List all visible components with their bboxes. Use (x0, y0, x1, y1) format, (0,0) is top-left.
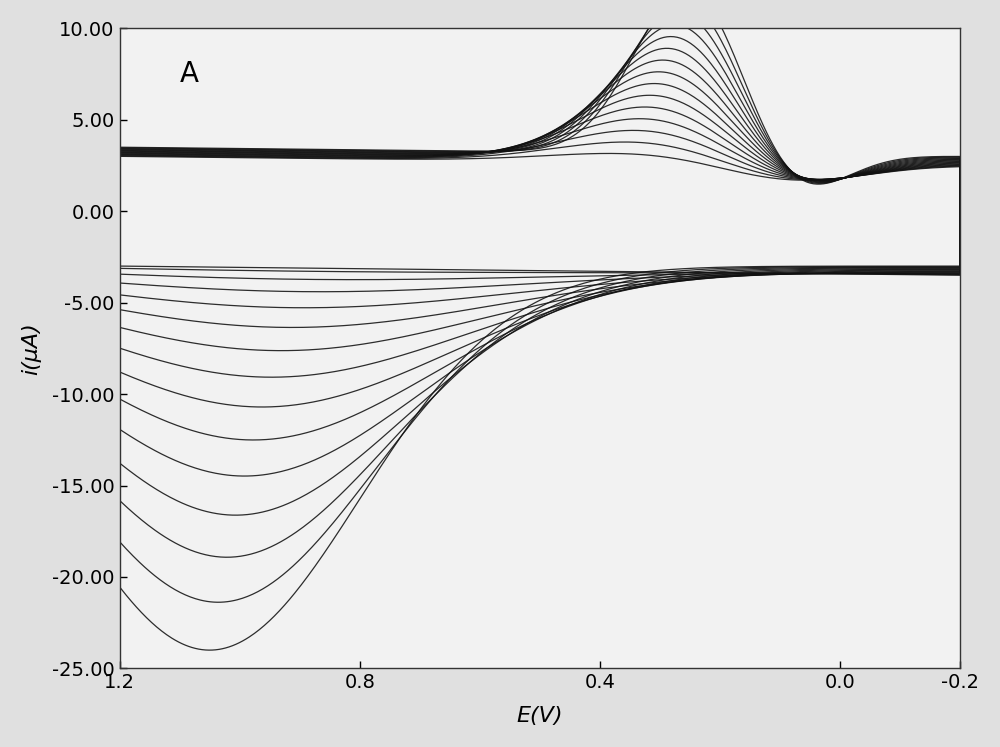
Text: A: A (180, 60, 199, 88)
Y-axis label: i(μA): i(μA) (21, 322, 41, 375)
X-axis label: E(V): E(V) (517, 706, 563, 726)
